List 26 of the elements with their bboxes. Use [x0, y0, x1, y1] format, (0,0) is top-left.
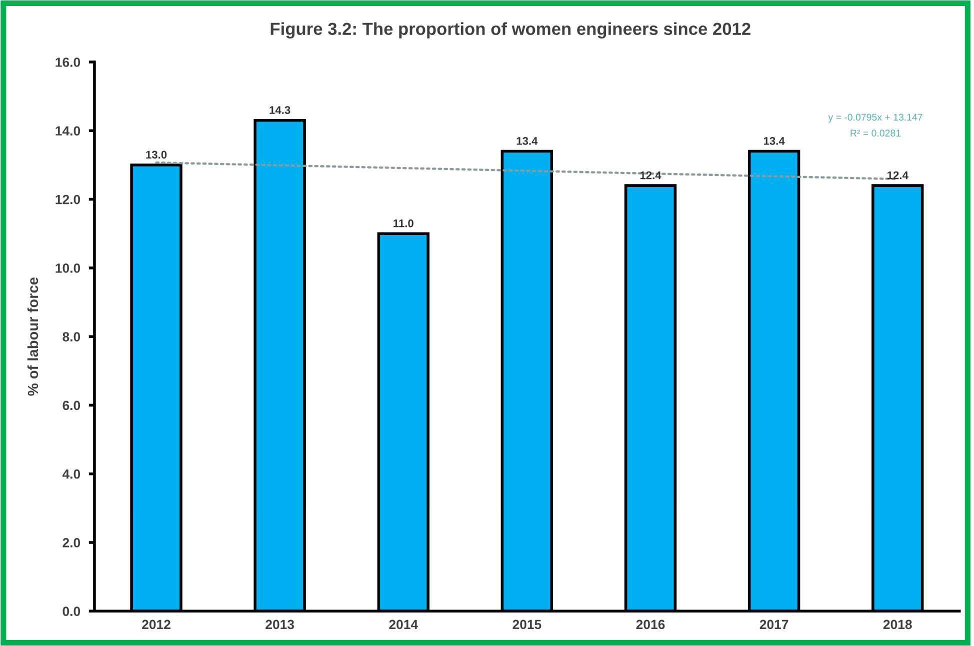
y-tick-label: 8.0: [62, 332, 80, 342]
x-tick-label: 2014: [389, 620, 418, 630]
data-label: 14.3: [270, 106, 290, 114]
chart-title: Figure 3.2: The proportion of women engineers since 2012: [270, 22, 750, 38]
y-tick-label: 12.0: [56, 194, 80, 204]
annotation: R² = 0.0281: [850, 130, 901, 137]
data-label: 13.0: [146, 150, 167, 159]
y-tick-label: 2.0: [62, 538, 80, 548]
data-label: 13.4: [764, 137, 785, 145]
x-tick-label: 2017: [760, 620, 788, 630]
data-label: 13.4: [516, 137, 538, 145]
x-tick-label: 2016: [636, 620, 665, 630]
x-tick-label: 2013: [266, 620, 294, 630]
x-tick-label: 2012: [142, 620, 170, 630]
x-tick-label: 2015: [512, 620, 542, 630]
y-tick-label: 4.0: [62, 469, 80, 479]
y-tick-label: 10.0: [56, 263, 80, 273]
y-tick-label: 0.0: [62, 606, 80, 616]
y-tick-label: 14.0: [56, 126, 80, 136]
x-tick-label: 2018: [883, 620, 912, 630]
data-label: 11.0: [394, 219, 414, 228]
y-axis-title: % of labour force: [27, 278, 38, 396]
y-tick-label: 16.0: [56, 58, 80, 67]
y-tick-label: 6.0: [62, 400, 80, 410]
annotation: y = -0.0795x + 13.147: [828, 114, 922, 123]
data-label: 12.4: [888, 171, 908, 180]
